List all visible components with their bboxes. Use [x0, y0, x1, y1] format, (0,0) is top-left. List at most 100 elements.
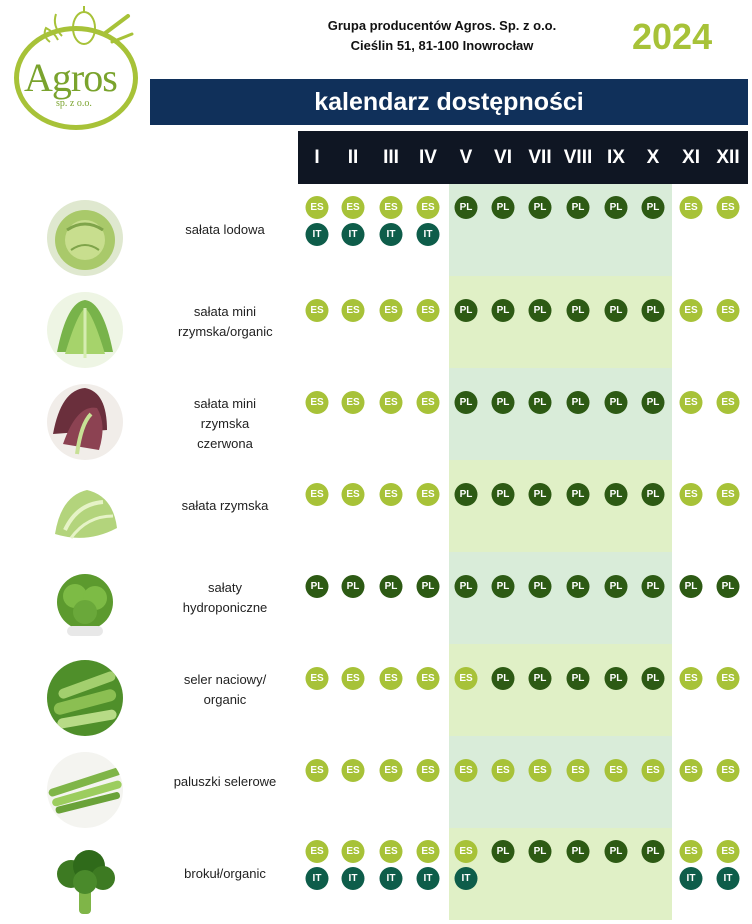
product-name: paluszki selerowe: [173, 774, 277, 789]
origin-badge-pl: PL: [566, 196, 590, 219]
origin-badge-pl: PL: [454, 575, 478, 598]
origin-badge-pl: PL: [491, 196, 515, 219]
month-header-VII: VII: [528, 147, 552, 168]
month-header-VIII: VIII: [563, 147, 593, 168]
origin-badge-es: ES: [341, 483, 365, 506]
calendar-title-banner: kalendarz dostępności: [150, 79, 748, 125]
origin-badge-es: ES: [679, 299, 703, 322]
origin-badge-es: ES: [679, 391, 703, 414]
origin-badge-pl: PL: [528, 391, 552, 414]
origin-badge-es: ES: [305, 391, 329, 414]
origin-badge-pl: PL: [641, 840, 665, 863]
product-row: sałaty hydroponiczne PL PL PL PL PL PL PL PL PL PL…: [0, 552, 752, 644]
origin-badge-pl: PL: [641, 667, 665, 690]
origin-badge-pl: PL: [566, 391, 590, 414]
origin-badge-it: IT: [454, 867, 478, 890]
iceberg-lettuce-photo: [47, 200, 123, 276]
origin-badge-es: ES: [341, 391, 365, 414]
origin-badge-es: ES: [716, 391, 740, 414]
origin-badge-es: ES: [305, 299, 329, 322]
month-header-II: II: [347, 147, 359, 168]
origin-badge-pl: PL: [641, 196, 665, 219]
origin-badge-pl: PL: [604, 196, 628, 219]
origin-badge-it: IT: [416, 223, 440, 246]
origin-badge-pl: PL: [604, 575, 628, 598]
origin-badge-es: ES: [341, 667, 365, 690]
origin-badge-es: ES: [679, 196, 703, 219]
origin-badge-es: ES: [416, 196, 440, 219]
origin-badge-pl: PL: [528, 196, 552, 219]
origin-badge-it: IT: [379, 867, 403, 890]
origin-badge-pl: PL: [566, 299, 590, 322]
product-row: sałata mini rzymska czerwona ES ES ES ES PL PL…: [0, 368, 752, 460]
origin-badge-it: IT: [679, 867, 703, 890]
origin-badge-es: ES: [379, 299, 403, 322]
origin-badge-pl: PL: [528, 575, 552, 598]
month-header-IX: IX: [607, 147, 625, 168]
company-name: Grupa producentów Agros. Sp. z o.o.: [327, 18, 557, 33]
product-name: sałata mini rzymska czerwona: [193, 396, 257, 451]
origin-badge-pl: PL: [528, 840, 552, 863]
month-header-VI: VI: [494, 147, 512, 168]
origin-badge-pl: PL: [566, 575, 590, 598]
origin-badge-es: ES: [305, 840, 329, 863]
broccoli-photo: [47, 844, 123, 920]
origin-badge-es: ES: [416, 840, 440, 863]
origin-badge-es: ES: [566, 759, 590, 782]
origin-badge-es: ES: [679, 759, 703, 782]
month-header-IV: IV: [419, 147, 437, 168]
origin-badge-pl: PL: [528, 667, 552, 690]
month-header-V: V: [459, 147, 473, 168]
origin-badge-es: ES: [604, 759, 628, 782]
season-band: [449, 184, 672, 276]
product-name: sałata lodowa: [185, 222, 265, 237]
origin-badge-es: ES: [341, 196, 365, 219]
logo-subtitle: sp. z o.o.: [56, 98, 92, 109]
origin-badge-pl: PL: [379, 575, 403, 598]
origin-badge-es: ES: [416, 759, 440, 782]
origin-badge-it: IT: [305, 223, 329, 246]
origin-badge-pl: PL: [641, 483, 665, 506]
origin-badge-pl: PL: [528, 483, 552, 506]
origin-badge-it: IT: [416, 867, 440, 890]
company-info: Grupa producentów Agros. Sp. z o.o. Cieś…: [290, 16, 594, 56]
origin-badge-pl: PL: [491, 575, 515, 598]
origin-badge-pl: PL: [716, 575, 740, 598]
season-highlight: [449, 184, 672, 924]
agros-logo: Agros sp. z o.o.: [14, 6, 142, 130]
origin-badge-es: ES: [416, 299, 440, 322]
origin-badge-es: ES: [341, 759, 365, 782]
origin-badge-es: ES: [491, 759, 515, 782]
origin-badge-es: ES: [379, 667, 403, 690]
celery-photo: [47, 660, 123, 736]
origin-badge-pl: PL: [454, 483, 478, 506]
origin-badge-pl: PL: [679, 575, 703, 598]
origin-badge-es: ES: [716, 840, 740, 863]
origin-badge-es: ES: [379, 759, 403, 782]
season-band: [449, 368, 672, 460]
origin-badge-pl: PL: [491, 483, 515, 506]
season-band: [449, 460, 672, 552]
origin-badge-pl: PL: [454, 391, 478, 414]
origin-badge-es: ES: [379, 391, 403, 414]
product-name: seler naciowy/ organic: [183, 672, 267, 707]
origin-badge-es: ES: [305, 667, 329, 690]
origin-badge-es: ES: [379, 840, 403, 863]
origin-badge-pl: PL: [491, 391, 515, 414]
origin-badge-es: ES: [716, 759, 740, 782]
origin-badge-es: ES: [305, 759, 329, 782]
product-row: sałata lodowa ES ES ES ES PL PL PL PL PL PL ES ES IT I…: [0, 184, 752, 276]
company-address: Cieślin 51, 81-100 Inowrocław: [350, 38, 534, 53]
origin-badge-es: ES: [454, 840, 478, 863]
origin-badge-es: ES: [416, 667, 440, 690]
origin-badge-pl: PL: [604, 667, 628, 690]
month-header-XII: XII: [716, 147, 740, 168]
origin-badge-it: IT: [716, 867, 740, 890]
celery-sticks-photo: [47, 752, 123, 828]
origin-badge-pl: PL: [604, 483, 628, 506]
origin-badge-pl: PL: [566, 840, 590, 863]
red-mini-romaine-photo: [47, 384, 123, 460]
season-band: [449, 828, 672, 920]
origin-badge-es: ES: [454, 667, 478, 690]
product-name: sałaty hydroponiczne: [182, 580, 268, 615]
